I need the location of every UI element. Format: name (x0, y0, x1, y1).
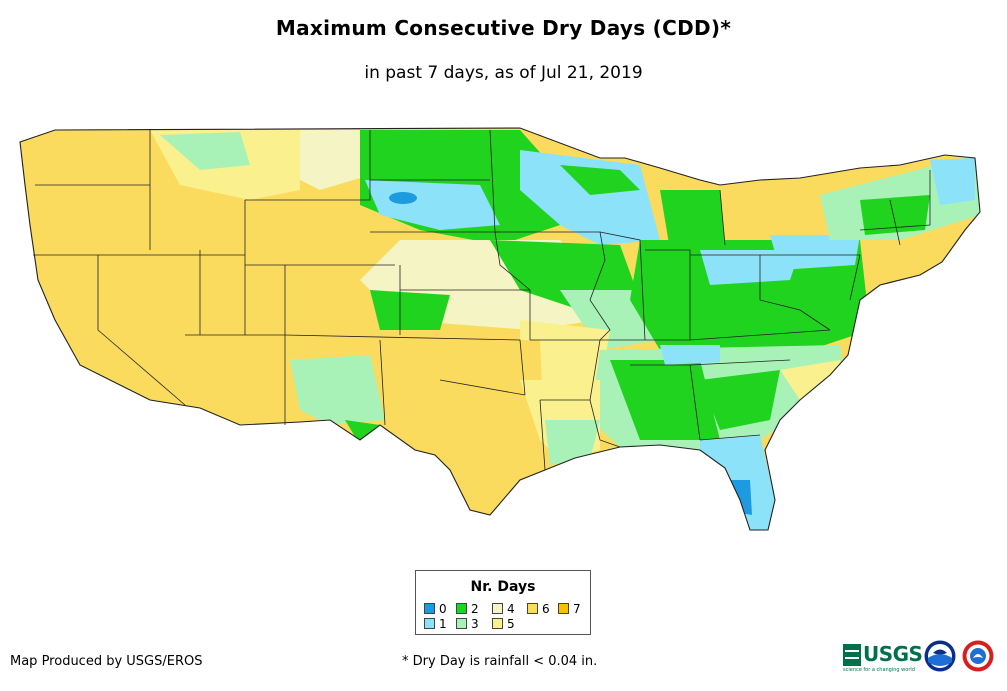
map-subtitle: in past 7 days, as of Jul 21, 2019 (364, 63, 643, 83)
legend-swatch-7 (558, 603, 569, 614)
region-1-day-me (930, 158, 975, 205)
usgs-logo: USGS science for a changing world (843, 642, 923, 673)
region-1-day-tn (660, 345, 720, 365)
legend-swatch-3 (456, 618, 467, 629)
region-2-days-ny (860, 195, 930, 235)
region-6-days-tx (380, 340, 545, 515)
region-3-days-nm (290, 355, 385, 425)
region-2-days-co-ks (370, 290, 450, 330)
usgs-mark-icon (843, 644, 861, 666)
region-3-days-la-coast (545, 420, 600, 465)
nws-logo-icon (962, 640, 994, 672)
legend-swatch-6 (527, 603, 538, 614)
region-4-days-nd-west (300, 130, 370, 190)
region-0-days-sd (389, 192, 417, 204)
state-boundaries (19, 127, 981, 531)
legend-swatch-2 (456, 603, 467, 614)
dry-day-footnote: * Dry Day is rainfall < 0.04 in. (402, 654, 598, 669)
legend: Nr. Days 0 2 4 6 7 1 3 5 (415, 570, 591, 635)
region-5-days-ok-ar (520, 320, 610, 395)
region-1-day-pa (770, 235, 860, 270)
region-2-days-al-ms (610, 360, 720, 440)
region-1-day-wi (520, 150, 660, 245)
region-2-days-ga-sc (700, 370, 780, 430)
map-fill (20, 128, 980, 530)
region-2-days-mn (560, 165, 640, 195)
legend-swatch-1 (424, 618, 435, 629)
region-0-days-fl (728, 480, 752, 515)
region-2-days-mi (660, 190, 725, 250)
legend-swatch-5 (492, 618, 503, 629)
legend-title: Nr. Days (470, 579, 536, 595)
legend-swatch-0 (424, 603, 435, 614)
noaa-logo-icon (924, 640, 956, 672)
legend-swatch-4 (492, 603, 503, 614)
region-1-day-oh (700, 250, 800, 285)
producer-credit: Map Produced by USGS/EROS (10, 654, 203, 669)
map-title: Maximum Consecutive Dry Days (CDD)* (275, 16, 732, 40)
region-3-days-mt (160, 132, 250, 170)
